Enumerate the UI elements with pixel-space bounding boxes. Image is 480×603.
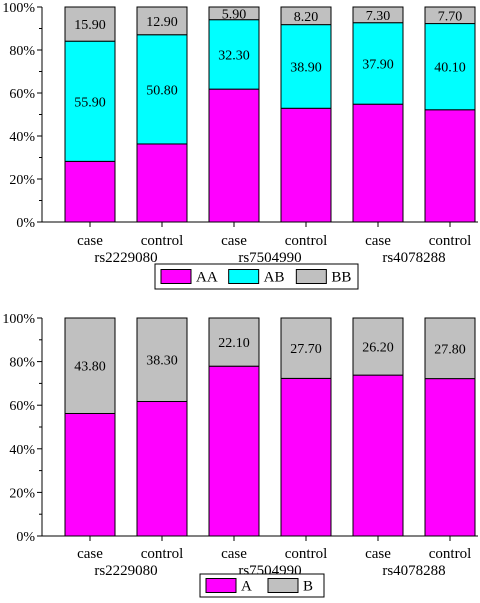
bar-b-6 bbox=[424, 317, 476, 380]
data-label: 37.90 bbox=[362, 57, 394, 72]
data-label: 38.30 bbox=[146, 354, 178, 369]
group-label: rs7504990 bbox=[238, 250, 301, 266]
legend: AA AB BB bbox=[154, 263, 359, 290]
bar-b-4 bbox=[280, 317, 332, 379]
bar-bb-3 bbox=[208, 6, 260, 21]
bar-b-3 bbox=[208, 317, 260, 367]
x-tick-label: control bbox=[429, 233, 472, 249]
x-tick-label: control bbox=[141, 233, 184, 249]
y-tick-label: 100% bbox=[2, 312, 35, 327]
x-tick-label: control bbox=[285, 233, 328, 249]
bar-aa-1 bbox=[64, 160, 116, 223]
bar-aa-3 bbox=[208, 88, 260, 223]
y-tick-label: 20% bbox=[9, 173, 35, 188]
bar-a-6 bbox=[424, 378, 476, 537]
data-label: 38.90 bbox=[290, 60, 322, 75]
data-label: 5.90 bbox=[222, 7, 247, 22]
data-label: 12.90 bbox=[146, 15, 178, 30]
chart-panel-1: 55.90 15.90 50.80 12.90 32.30 5.90 38.90 8.20 37… bbox=[2, 1, 478, 290]
data-label: 27.80 bbox=[434, 342, 466, 357]
legend-swatch-b bbox=[267, 578, 299, 593]
data-label: 22.10 bbox=[218, 336, 250, 351]
y-tick-label: 40% bbox=[9, 443, 35, 458]
data-label: 50.80 bbox=[146, 83, 178, 98]
data-label: 43.80 bbox=[74, 360, 106, 375]
legend-swatch-ab bbox=[228, 269, 260, 284]
y-tick-label: 60% bbox=[9, 399, 35, 414]
bar-aa-4 bbox=[280, 107, 332, 223]
bar-b-5 bbox=[352, 317, 404, 376]
data-label: 32.30 bbox=[218, 48, 250, 63]
x-tick-label: case bbox=[77, 233, 103, 249]
bar-aa-2 bbox=[136, 143, 188, 223]
x-tick-label: case bbox=[77, 546, 103, 562]
group-label: rs4078288 bbox=[382, 250, 445, 266]
x-tick-label: case bbox=[221, 233, 247, 249]
bar-bb-4 bbox=[280, 6, 332, 26]
bar-ab-6 bbox=[424, 23, 476, 111]
legend-swatch-a bbox=[205, 578, 237, 593]
y-tick-label: 80% bbox=[9, 356, 35, 371]
legend-label-ab: AB bbox=[264, 270, 285, 286]
bar-aa-6 bbox=[424, 109, 476, 223]
bar-a-5 bbox=[352, 374, 404, 537]
bar-b-1 bbox=[64, 317, 116, 414]
x-tick-label: case bbox=[365, 233, 391, 249]
x-tick-label: control bbox=[429, 546, 472, 562]
bar-a-3 bbox=[208, 365, 260, 537]
bar-bb-1 bbox=[64, 6, 116, 42]
legend-label-aa: AA bbox=[196, 270, 218, 286]
x-tick-label: case bbox=[365, 546, 391, 562]
data-label: 40.10 bbox=[434, 61, 466, 76]
chart-panel-2: 43.80 38.30 22.10 27.70 26.20 27.80 0% 20% 40% 60… bbox=[2, 312, 478, 598]
data-label: 7.30 bbox=[366, 9, 391, 24]
data-label: 7.70 bbox=[438, 9, 463, 24]
y-tick-label: 80% bbox=[9, 44, 35, 59]
group-label: rs2229080 bbox=[94, 563, 157, 579]
bar-ab-1 bbox=[64, 40, 116, 162]
legend-label-b: B bbox=[303, 579, 313, 595]
bar-bb-6 bbox=[424, 6, 476, 25]
legend-swatch-bb bbox=[295, 269, 327, 284]
y-tick-label: 60% bbox=[9, 87, 35, 102]
y-tick-label: 0% bbox=[16, 216, 35, 231]
data-label: 27.70 bbox=[290, 342, 322, 357]
bar-a-1 bbox=[64, 412, 116, 537]
bar-ab-4 bbox=[280, 24, 332, 109]
legend-label-a: A bbox=[241, 579, 252, 595]
x-tick-label: control bbox=[285, 546, 328, 562]
legend-label-bb: BB bbox=[331, 270, 351, 286]
group-label: rs4078288 bbox=[382, 563, 445, 579]
bar-bb-5 bbox=[352, 6, 404, 24]
bar-bb-2 bbox=[136, 6, 188, 36]
data-label: 55.90 bbox=[74, 95, 106, 110]
bar-ab-3 bbox=[208, 19, 260, 90]
bar-b-2 bbox=[136, 317, 188, 402]
legend-swatch-aa bbox=[160, 269, 192, 284]
data-label: 26.20 bbox=[362, 341, 394, 356]
bar-a-2 bbox=[136, 400, 188, 537]
y-tick-label: 0% bbox=[16, 530, 35, 545]
bar-ab-5 bbox=[352, 22, 404, 105]
x-tick-label: case bbox=[221, 546, 247, 562]
y-tick-label: 100% bbox=[2, 1, 35, 16]
group-label: rs2229080 bbox=[94, 250, 157, 266]
bar-aa-5 bbox=[352, 103, 404, 223]
y-tick-label: 20% bbox=[9, 486, 35, 501]
bar-a-4 bbox=[280, 377, 332, 537]
data-label: 8.20 bbox=[294, 10, 319, 25]
x-tick-label: control bbox=[141, 546, 184, 562]
y-tick-label: 40% bbox=[9, 130, 35, 145]
data-label: 15.90 bbox=[74, 18, 106, 33]
